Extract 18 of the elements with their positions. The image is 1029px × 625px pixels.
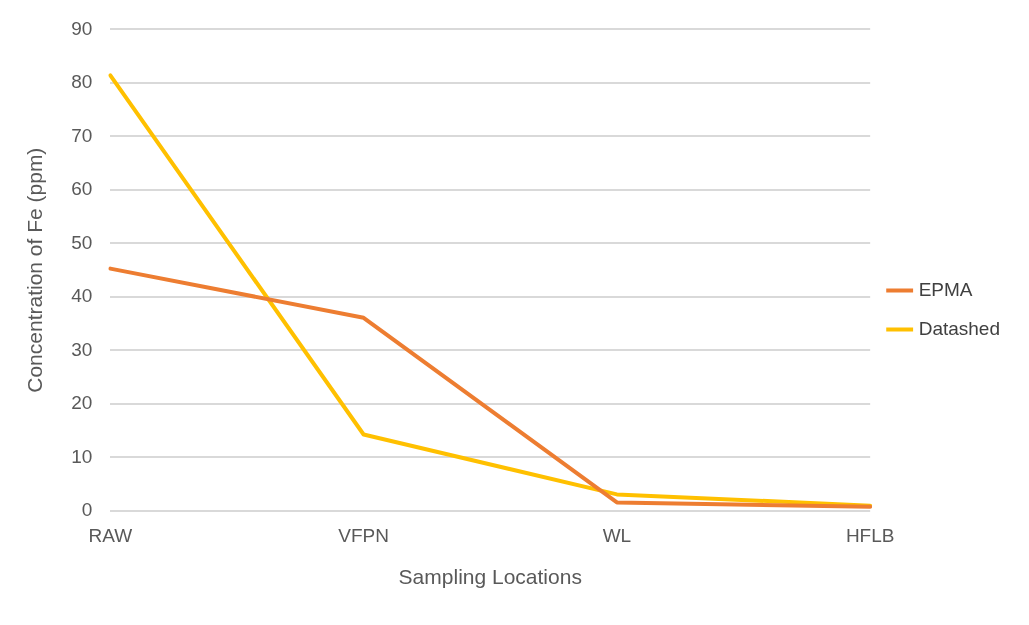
y-tick-label: 20 bbox=[71, 392, 93, 414]
x-axis-title: Sampling Locations bbox=[398, 565, 582, 589]
y-tick-label: 80 bbox=[71, 71, 93, 93]
y-tick-label: 90 bbox=[71, 17, 93, 39]
y-tick-label: 40 bbox=[71, 285, 93, 307]
legend-label: EPMA bbox=[918, 278, 973, 300]
x-tick-label: HFLB bbox=[845, 524, 895, 546]
x-tick-label: WL bbox=[602, 524, 632, 546]
y-tick-label: 0 bbox=[81, 499, 93, 521]
y-tick-label: 30 bbox=[71, 338, 93, 360]
y-tick-label: 60 bbox=[71, 178, 93, 200]
y-tick-label: 70 bbox=[71, 124, 93, 146]
legend-label: Datashed bbox=[918, 317, 1001, 339]
x-tick-label: VFPN bbox=[338, 524, 389, 546]
x-tick-label: RAW bbox=[88, 524, 133, 546]
y-tick-label: 10 bbox=[71, 445, 93, 467]
y-tick-label: 50 bbox=[71, 231, 93, 253]
y-axis-title: Concentration of Fe (ppm) bbox=[23, 147, 47, 393]
